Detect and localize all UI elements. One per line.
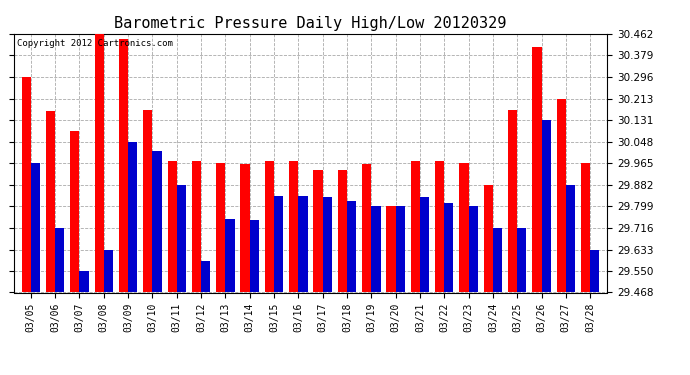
Bar <box>216 163 226 292</box>
Bar <box>493 228 502 292</box>
Bar <box>337 170 347 292</box>
Bar <box>192 160 201 292</box>
Bar <box>362 164 371 292</box>
Bar <box>323 198 332 292</box>
Bar <box>386 206 395 292</box>
Bar <box>590 249 600 292</box>
Bar <box>566 185 575 292</box>
Bar <box>435 160 444 292</box>
Bar <box>70 130 79 292</box>
Bar <box>55 228 64 292</box>
Bar <box>532 47 542 292</box>
Bar <box>395 206 405 292</box>
Bar <box>420 198 429 292</box>
Bar <box>177 185 186 292</box>
Bar <box>557 99 566 292</box>
Bar <box>444 204 453 292</box>
Bar <box>21 77 31 292</box>
Bar <box>518 228 526 292</box>
Bar <box>79 271 89 292</box>
Bar <box>144 110 152 292</box>
Bar <box>46 111 55 292</box>
Bar <box>240 164 250 292</box>
Bar <box>152 152 161 292</box>
Bar <box>484 185 493 292</box>
Bar <box>313 170 323 292</box>
Bar <box>104 249 113 292</box>
Bar <box>347 201 356 292</box>
Bar <box>460 163 469 292</box>
Title: Barometric Pressure Daily High/Low 20120329: Barometric Pressure Daily High/Low 20120… <box>115 16 506 31</box>
Bar <box>168 160 177 292</box>
Bar <box>95 34 103 292</box>
Bar <box>31 163 40 292</box>
Bar <box>265 160 274 292</box>
Bar <box>128 141 137 292</box>
Bar <box>119 39 128 292</box>
Bar <box>508 110 518 292</box>
Bar <box>226 219 235 292</box>
Bar <box>469 206 477 292</box>
Bar <box>542 120 551 292</box>
Bar <box>250 220 259 292</box>
Bar <box>289 160 298 292</box>
Bar <box>411 160 420 292</box>
Bar <box>581 163 590 292</box>
Bar <box>371 206 381 292</box>
Text: Copyright 2012 Cartronics.com: Copyright 2012 Cartronics.com <box>17 39 172 48</box>
Bar <box>298 196 308 292</box>
Bar <box>274 196 284 292</box>
Bar <box>201 261 210 292</box>
